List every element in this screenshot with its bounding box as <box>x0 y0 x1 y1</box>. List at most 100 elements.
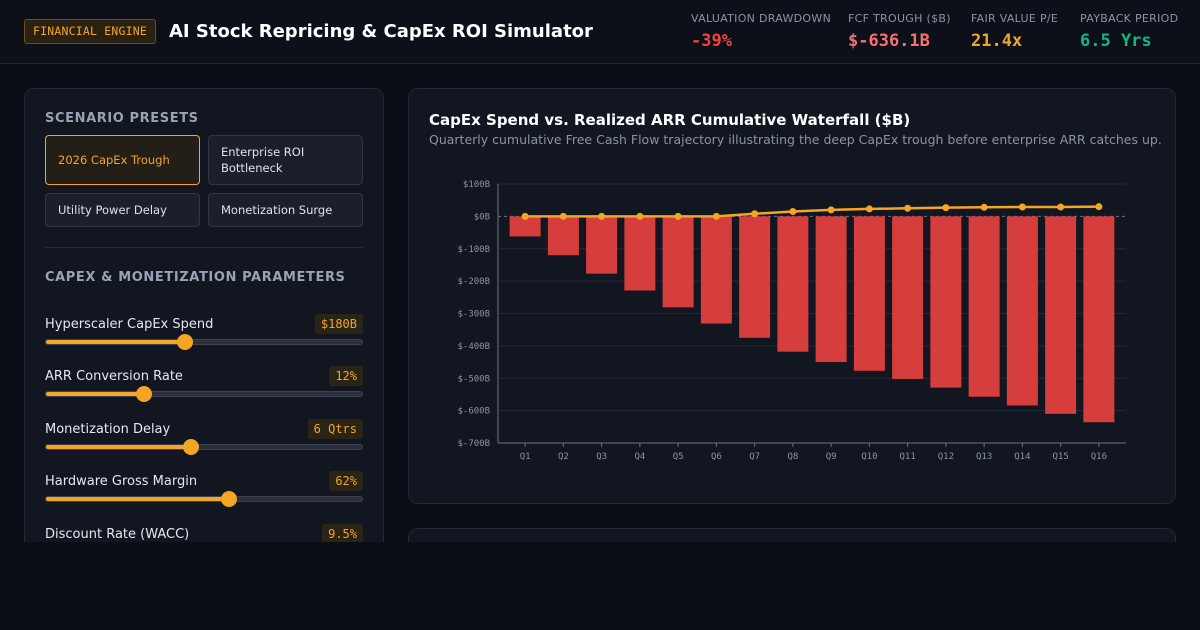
chart-subtitle: Quarterly cumulative Free Cash Flow traj… <box>429 132 1162 147</box>
y-tick-label: $-500B <box>457 374 490 384</box>
slider-thumb[interactable] <box>135 386 152 402</box>
param-label: Monetization Delay <box>45 422 171 437</box>
arr-point <box>712 212 720 220</box>
waterfall-chart-panel: CapEx Spend vs. Realized ARR Cumulative … <box>408 88 1176 504</box>
slider-fill <box>46 497 230 501</box>
app-title: AI Stock Repricing & CapEx ROI Simulator <box>169 21 593 42</box>
x-tick-label: Q2 <box>558 452 569 462</box>
fcf-bar <box>509 216 541 237</box>
x-tick-label: Q8 <box>787 452 798 462</box>
preset-utility-power[interactable]: Utility Power Delay <box>45 193 200 227</box>
kpi-value: -39% <box>691 31 732 51</box>
x-tick-label: Q12 <box>938 452 954 462</box>
x-tick-label: Q11 <box>899 452 915 462</box>
y-tick-label: $-400B <box>457 342 490 352</box>
presets-title: SCENARIO PRESETS <box>45 111 199 126</box>
x-tick-label: Q5 <box>673 452 684 462</box>
x-tick-label: Q4 <box>634 452 645 462</box>
arr-point <box>751 210 759 218</box>
slider-thumb[interactable] <box>177 334 194 350</box>
arr-point <box>559 212 567 220</box>
x-tick-label: Q14 <box>1014 452 1030 462</box>
fcf-bar <box>547 216 579 256</box>
fcf-bar <box>968 216 1000 397</box>
controls-panel: SCENARIO PRESETS 2026 CapEx Trough Enter… <box>24 88 384 558</box>
arr-line <box>525 205 1099 218</box>
fcf-bar <box>930 216 962 388</box>
kpi-value: $-636.1B <box>848 31 930 51</box>
slider-fill <box>46 445 192 449</box>
arr-point <box>636 212 644 220</box>
slider-thumb[interactable] <box>221 491 238 507</box>
arr-point <box>904 204 912 212</box>
fcf-bar <box>853 216 885 371</box>
param-value: 9.5% <box>322 524 363 544</box>
y-tick-label: $-100B <box>457 245 490 255</box>
x-tick-label: Q1 <box>520 452 531 462</box>
fcf-bar <box>624 216 656 291</box>
preset-monetization-surge[interactable]: Monetization Surge <box>208 193 363 227</box>
capex-spend-slider[interactable] <box>45 334 363 350</box>
x-tick-label: Q16 <box>1091 452 1107 462</box>
kpi-fair-value-pe: FAIR VALUE P/E 21.4x <box>971 12 1058 51</box>
param-value: $180B <box>314 314 363 334</box>
param-value: 62% <box>329 471 363 491</box>
preset-enterprise-roi[interactable]: Enterprise ROI Bottleneck <box>208 135 363 185</box>
fcf-bar <box>662 216 694 308</box>
y-tick-label: $-600B <box>457 407 490 417</box>
y-tick-label: $-700B <box>457 439 490 449</box>
arr-point <box>598 212 606 220</box>
gross-margin-slider[interactable] <box>45 491 363 507</box>
fcf-bar <box>815 216 847 363</box>
fcf-bar <box>892 216 924 379</box>
fcf-bar <box>777 216 809 352</box>
section-divider <box>45 247 363 248</box>
params-title: CAPEX & MONETIZATION PARAMETERS <box>45 270 346 285</box>
param-value: 6 Qtrs <box>307 419 363 439</box>
waterfall-chart: $100B $0B $-100B $-200B $-300B $-400B $-500B $-… <box>457 180 1126 462</box>
preset-capex-trough[interactable]: 2026 CapEx Trough <box>45 135 200 185</box>
param-label: Hardware Gross Margin <box>45 474 198 489</box>
arr-point <box>980 203 988 211</box>
param-label: ARR Conversion Rate <box>45 369 183 384</box>
arr-conversion-slider[interactable] <box>45 386 363 402</box>
arr-point <box>1018 203 1026 211</box>
y-tick-label: $-200B <box>457 277 490 287</box>
x-tick-label: Q15 <box>1052 452 1068 462</box>
y-tick-label: $100B <box>463 180 490 190</box>
kpi-value: 21.4x <box>971 31 1023 51</box>
fcf-bar <box>1083 216 1115 423</box>
kpi-label: FAIR VALUE P/E <box>971 12 1059 25</box>
app-header: FINANCIAL ENGINE AI Stock Repricing & Ca… <box>0 0 1200 64</box>
param-value: 12% <box>329 366 363 386</box>
fcf-bar <box>1045 216 1077 414</box>
fcf-bar <box>700 216 732 324</box>
slider-fill <box>46 340 186 344</box>
y-tick-label: $0B <box>474 212 490 222</box>
chart-title: CapEx Spend vs. Realized ARR Cumulative … <box>429 111 911 129</box>
x-tick-label: Q13 <box>976 452 992 462</box>
kpi-label: FCF TROUGH ($B) <box>848 12 951 25</box>
fcf-bar <box>586 216 618 274</box>
x-tick-label: Q10 <box>861 452 877 462</box>
arr-point <box>942 204 950 212</box>
param-label: Discount Rate (WACC) <box>45 527 190 542</box>
arr-point <box>865 205 873 213</box>
x-tick-label: Q9 <box>826 452 837 462</box>
arr-point <box>827 206 835 214</box>
arr-point <box>521 212 529 220</box>
x-tick-label: Q3 <box>596 452 607 462</box>
kpi-payback-period: PAYBACK PERIOD 6.5 Yrs <box>1080 12 1178 51</box>
arr-point <box>789 208 797 216</box>
y-tick-label: $-300B <box>457 310 490 320</box>
arr-point <box>1057 203 1065 211</box>
kpi-label: PAYBACK PERIOD <box>1080 12 1179 25</box>
page-background <box>0 542 1200 630</box>
slider-thumb[interactable] <box>183 439 200 455</box>
slider-fill <box>46 392 144 396</box>
kpi-fcf-trough: FCF TROUGH ($B) $-636.1B <box>848 12 951 51</box>
x-tick-label: Q7 <box>749 452 760 462</box>
x-tick-label: Q6 <box>711 452 722 462</box>
monetization-delay-slider[interactable] <box>45 439 363 455</box>
fcf-bar <box>739 216 771 338</box>
